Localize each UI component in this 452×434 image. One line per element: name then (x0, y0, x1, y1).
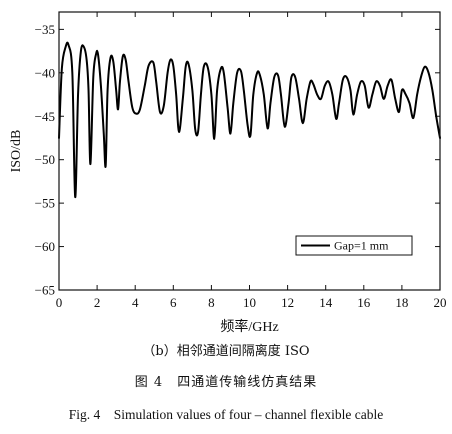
series-line-gap-1mm (58, 41, 441, 199)
legend-box (295, 235, 413, 256)
y-tick-label: −60 (35, 239, 55, 254)
x-tick-label: 2 (94, 295, 101, 310)
x-tick-label: 14 (319, 295, 333, 310)
x-tick-label: 6 (170, 295, 177, 310)
plot-area-frame (58, 11, 441, 291)
figure-caption-chinese: 图 4 四通道传输线仿真结果 (134, 375, 318, 390)
x-tick-label: 18 (395, 295, 408, 310)
legend-label: Gap=1 mm (334, 239, 389, 253)
y-tick-label: −65 (35, 283, 55, 298)
series-layer (58, 41, 441, 199)
x-tick-label: 12 (281, 295, 294, 310)
x-tick-label: 8 (208, 295, 215, 310)
figure-caption-english: Fig. 4 Simulation values of four – chann… (68, 407, 384, 422)
x-tick-label: 4 (132, 295, 139, 310)
y-tick-label: −50 (35, 152, 55, 167)
x-tick-label: 16 (357, 295, 371, 310)
x-tick-label: 10 (243, 295, 256, 310)
y-tick-label: −35 (35, 22, 55, 37)
x-tick-label: 0 (56, 295, 63, 310)
y-tick-label: −40 (35, 65, 55, 80)
x-axis-label: 频率/GHz (220, 318, 278, 335)
tick-labels-layer: 0 2 4 6 8 10 12 14 16 18 20 −35 −40 −45 −50 −55 −60 −65 (35, 22, 447, 310)
x-tick-label: 20 (434, 295, 447, 310)
y-axis-label: ISO/dB (9, 130, 24, 173)
legend: Gap=1 mm (295, 235, 413, 256)
y-tick-label: −45 (35, 109, 55, 124)
y-tick-label: −55 (35, 196, 55, 211)
subfigure-caption: （b）相邻通道间隔离度 ISO (142, 344, 310, 359)
